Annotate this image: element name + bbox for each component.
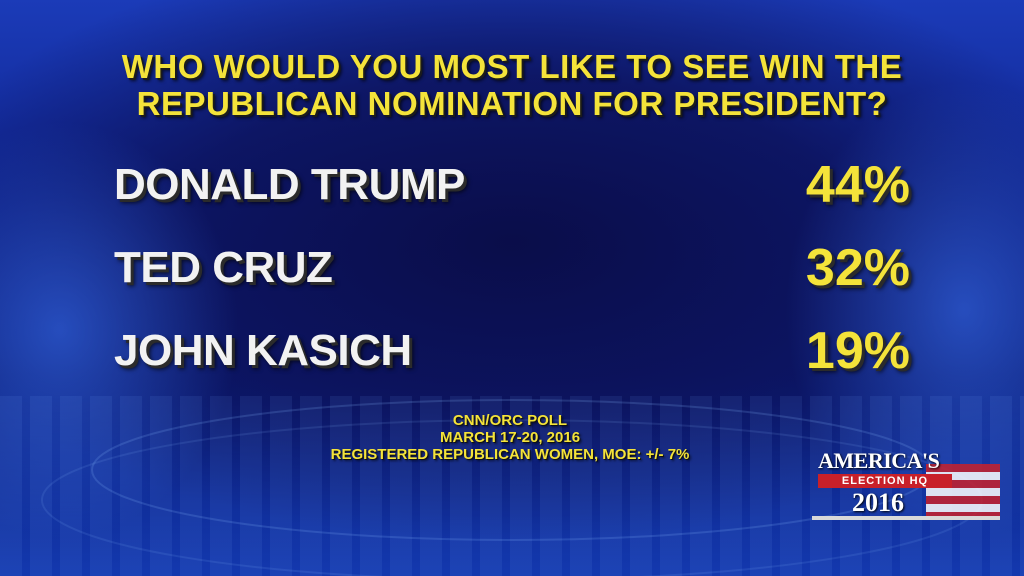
candidate-percentage: 32% <box>805 239 910 297</box>
source-line-dates: MARCH 17-20, 2016 <box>439 429 581 446</box>
candidate-row: DONALD TRUMP 44% <box>114 157 910 217</box>
candidate-name: TED CRUZ <box>114 243 333 292</box>
source-line-poll: CNN/ORC POLL <box>452 412 568 429</box>
network-logo: AMERICA'S ELECTION HQ 2016 <box>812 448 1000 520</box>
flag-graphic <box>926 464 1000 520</box>
background-glow-left <box>0 120 240 540</box>
poll-source: CNN/ORC POLL MARCH 17-20, 2016 REGISTERE… <box>270 412 750 463</box>
candidate-percentage: 19% <box>805 322 910 380</box>
chart-title: WHO WOULD YOU MOST LIKE TO SEE WIN THE R… <box>121 48 903 122</box>
logo-line-1: AMERICA'S <box>818 448 940 473</box>
logo-line-2: ELECTION HQ <box>818 474 952 488</box>
candidate-row: TED CRUZ 32% <box>114 240 910 300</box>
candidate-percentage: 44% <box>805 156 910 214</box>
logo-line-3: 2016 <box>852 488 904 517</box>
source-line-sample: REGISTERED REPUBLICAN WOMEN, MOE: +/- 7% <box>330 446 690 463</box>
candidate-name: JOHN KASICH <box>114 326 412 375</box>
logo-underline <box>812 516 1000 520</box>
background-glow-right <box>784 80 1024 540</box>
candidate-name: DONALD TRUMP <box>114 160 465 209</box>
candidate-row: JOHN KASICH 19% <box>114 323 910 383</box>
